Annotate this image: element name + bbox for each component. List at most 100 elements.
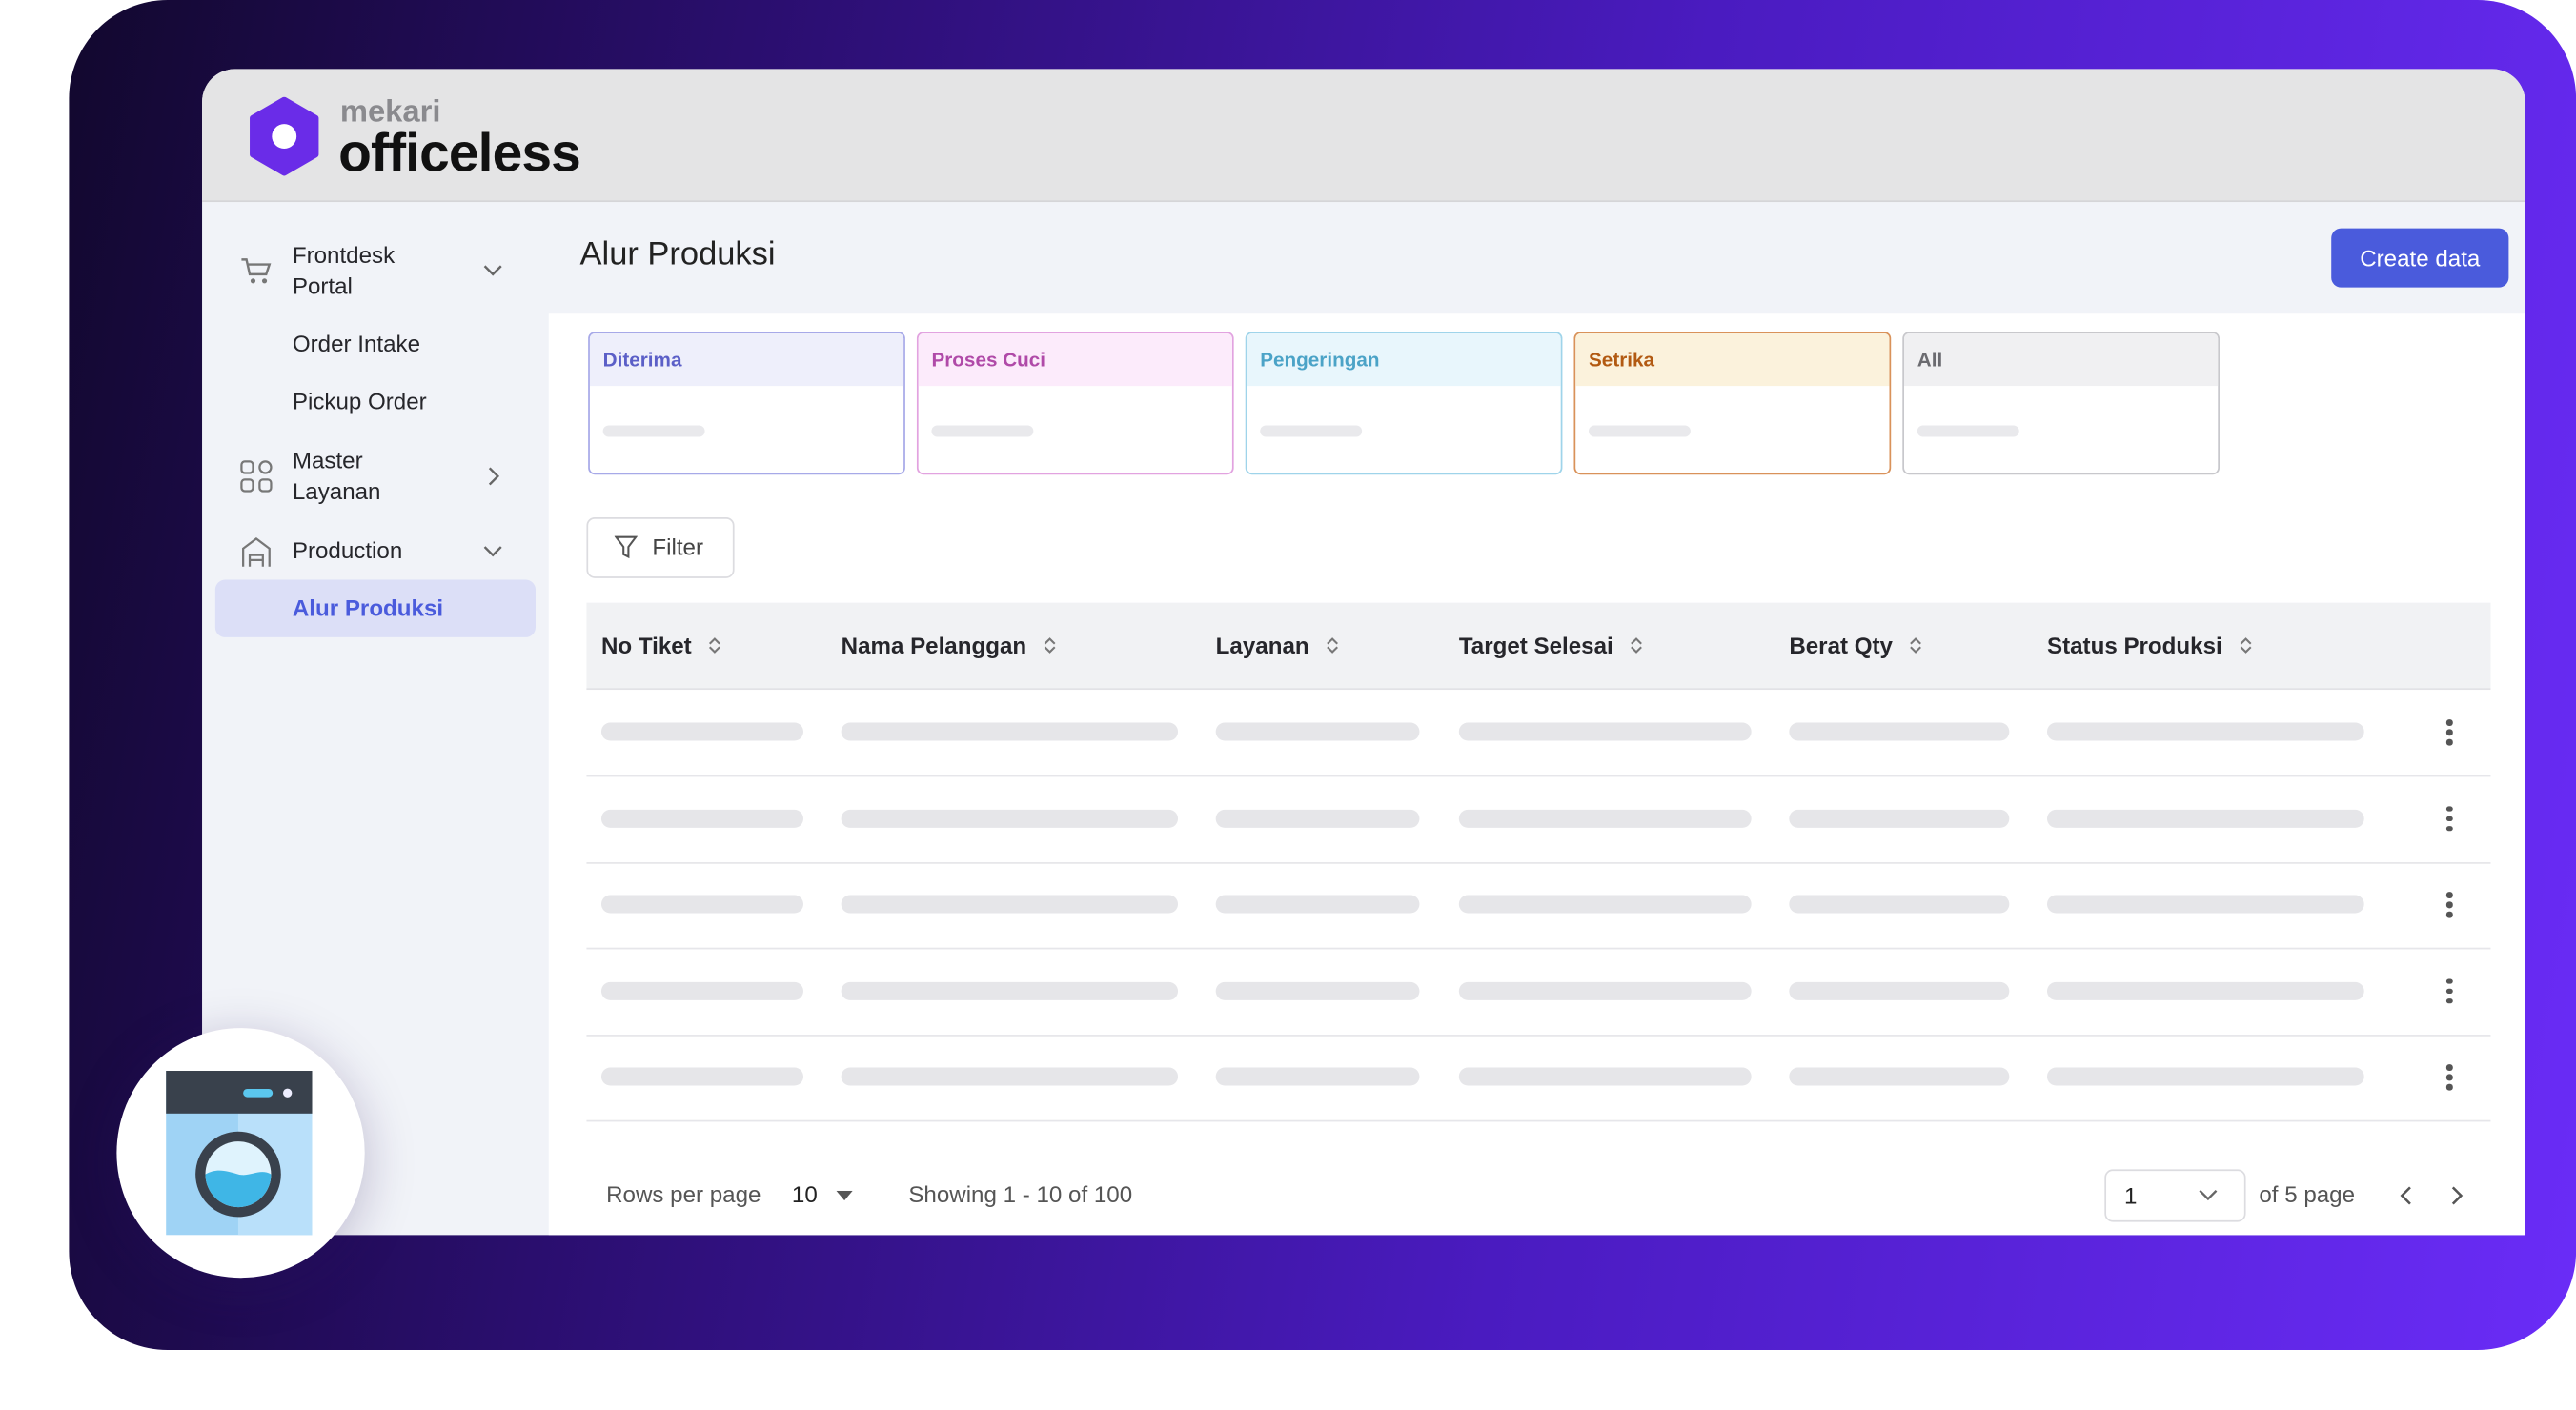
skeleton: [1260, 425, 1363, 437]
frontdesk-icon: [241, 258, 272, 284]
dot: [2445, 825, 2452, 832]
prev-page[interactable]: [2399, 1184, 2415, 1207]
skeleton-row: [586, 776, 2491, 863]
filter-label: Filter: [652, 534, 704, 560]
dot: [2445, 901, 2452, 908]
chevron-right: [488, 467, 500, 486]
skeleton: [931, 425, 1034, 437]
dot: [2445, 1083, 2452, 1090]
sidebar-item[interactable]: Order Intake: [292, 330, 421, 357]
dot: [2445, 719, 2452, 726]
status-card[interactable]: Setrika: [1573, 332, 1892, 475]
skeleton: [1589, 425, 1691, 437]
sort-icon[interactable]: [1326, 635, 1339, 655]
status-card[interactable]: Proses Cuci: [916, 332, 1234, 475]
skeleton: [2046, 722, 2364, 741]
page-select[interactable]: 1: [2104, 1169, 2246, 1222]
create-button[interactable]: Create data: [2331, 228, 2509, 288]
skeleton: [1458, 722, 1752, 741]
skeleton-row: [586, 690, 2491, 777]
status-card[interactable]: Pengeringan: [1245, 332, 1563, 475]
dot: [2445, 1074, 2452, 1080]
status-card[interactable]: All: [1902, 332, 2220, 475]
sort-icon[interactable]: [1909, 635, 1922, 655]
sidebar-item-active[interactable]: Alur Produksi: [292, 594, 444, 621]
table-header: [586, 602, 2491, 691]
column-header[interactable]: Layanan: [1215, 632, 1339, 659]
dot: [2445, 815, 2452, 821]
column-label: Nama Pelanggan: [841, 632, 1027, 659]
skeleton: [600, 895, 803, 914]
skeleton: [1789, 1067, 2010, 1086]
dot: [2445, 738, 2452, 745]
sort-icon[interactable]: [708, 635, 721, 655]
dot: [2445, 805, 2452, 812]
column-label: Layanan: [1215, 632, 1309, 659]
skeleton: [1458, 809, 1752, 827]
column-label: No Tiket: [600, 632, 692, 659]
skeleton: [600, 809, 803, 827]
brand: officeless: [338, 121, 581, 183]
row-menu[interactable]: [2445, 892, 2453, 921]
skeleton: [2046, 981, 2364, 999]
skeleton: [1789, 895, 2010, 914]
rows-per-page-label: Rows per page: [606, 1180, 761, 1208]
row-menu[interactable]: [2445, 719, 2453, 749]
chevron-down: [2199, 1189, 2218, 1201]
sort-icon[interactable]: [1630, 635, 1643, 655]
row-menu[interactable]: [2445, 977, 2453, 1008]
app-window: mekari officeless Frontdesk Portal Order…: [202, 69, 2525, 1236]
column-header[interactable]: No Tiket: [600, 632, 721, 659]
status-card-title: All: [1904, 332, 2219, 387]
column-header[interactable]: Status Produksi: [2046, 632, 2252, 659]
column-header[interactable]: Berat Qty: [1789, 632, 1922, 659]
sort-icon[interactable]: [2239, 635, 2252, 655]
skeleton: [1215, 895, 1420, 914]
showing-text: Showing 1 - 10 of 100: [908, 1180, 1133, 1208]
chevron-down: [483, 265, 502, 276]
sidebar-item[interactable]: Frontdesk Portal: [292, 241, 396, 299]
rows-per-page[interactable]: 10: [791, 1180, 818, 1208]
sidebar-selected: [214, 579, 536, 637]
skeleton: [600, 722, 803, 741]
skeleton: [1789, 722, 2010, 741]
skeleton: [2046, 1067, 2364, 1086]
sidebar-item[interactable]: Master Layanan: [292, 446, 381, 505]
page-total: of 5 page: [2259, 1180, 2356, 1208]
skeleton: [841, 981, 1179, 999]
production-icon: [242, 537, 271, 567]
column-label: Berat Qty: [1789, 632, 1893, 659]
skeleton: [600, 1067, 803, 1086]
sidebar-item[interactable]: Production: [292, 536, 403, 564]
brand-small: mekari: [339, 94, 441, 131]
status-card[interactable]: Diterima: [588, 332, 905, 475]
skeleton-row: [586, 1035, 2491, 1122]
dot: [2445, 987, 2452, 994]
dot: [2445, 977, 2452, 984]
column-label: Target Selesai: [1458, 632, 1613, 659]
sidebar-item[interactable]: Pickup Order: [292, 387, 427, 414]
logo-icon: [250, 96, 319, 176]
sort-icon[interactable]: [1043, 635, 1056, 655]
skeleton: [600, 981, 803, 999]
skeleton: [2046, 809, 2364, 827]
page-number: 1: [2124, 1182, 2138, 1209]
dot: [2445, 892, 2452, 898]
column-header[interactable]: Target Selesai: [1458, 632, 1643, 659]
skeleton: [1215, 722, 1420, 741]
column-header[interactable]: Nama Pelanggan: [841, 632, 1057, 659]
row-menu[interactable]: [2445, 805, 2453, 836]
master-icon: [240, 460, 273, 493]
column-label: Status Produksi: [2046, 632, 2222, 659]
skeleton-row: [586, 862, 2491, 950]
chevron-down: [483, 546, 502, 557]
skeleton: [841, 722, 1179, 741]
status-card-title: Diterima: [589, 332, 904, 387]
skeleton: [1458, 895, 1752, 914]
skeleton: [841, 809, 1179, 827]
filter-button[interactable]: Filter: [586, 517, 735, 578]
next-page[interactable]: [2448, 1184, 2464, 1207]
row-menu[interactable]: [2445, 1064, 2453, 1094]
